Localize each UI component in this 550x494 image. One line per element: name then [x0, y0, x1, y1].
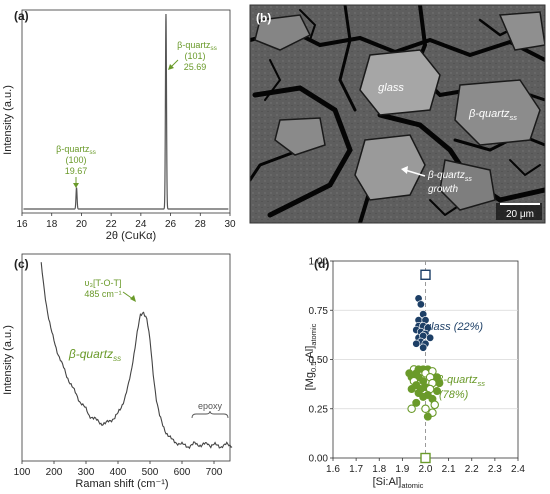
x-axis-label-c: Raman shift (cm⁻¹): [75, 478, 168, 490]
quartz-point: [421, 404, 430, 413]
plot-frame-c: [21, 253, 231, 462]
svg-text:485 cm⁻¹: 485 cm⁻¹: [84, 289, 121, 299]
panel-b-micrograph: (b) glass β-quartzss β-quartzss growth 2…: [249, 4, 546, 224]
quartz-label: β-quartzss: [468, 108, 517, 122]
panel-a: 16 18 20 22 24 26 28 30 (a) β-quartzss (101) 25…: [2, 9, 236, 242]
svg-text:β-quartzss: β-quartzss: [177, 40, 217, 52]
panel-label-d: (d): [314, 257, 329, 271]
panel-d: 0.00 0.25 0.50 0.75 1.00 1.6 1.7 1.8 1.9 2.0 2.1 2.…: [304, 257, 525, 491]
x-tick-label-c: 500: [142, 467, 159, 478]
glass-point: [412, 339, 421, 348]
glass-point: [419, 343, 428, 352]
y-tick-label-d: 0.00: [309, 454, 329, 465]
x-tick-label-d: 2.1: [442, 464, 456, 475]
x-tick-label-d: 1.6: [326, 464, 340, 475]
raman-axes: 100 200 300 400 500 600 700: [14, 253, 231, 478]
y-tick-label-d: 0.50: [309, 355, 329, 366]
svg-text:epoxy: epoxy: [198, 401, 223, 411]
scatter-axes: 0.00 0.25 0.50 0.75 1.00 1.6 1.7 1.8 1.9 2.0 2.1 2.…: [309, 257, 526, 476]
y-axis-label-a: Intensity (a.u.): [2, 85, 14, 155]
quartz-point: [423, 412, 432, 421]
x-tick-label-d: 1.8: [372, 464, 386, 475]
panel-c: 100 200 300 400 500 600 700 (c) υ₃[T-O-T] 485 …: [2, 253, 233, 490]
x-axis-label-a: 2θ (CuKα): [106, 230, 156, 242]
svg-text:25.69: 25.69: [184, 62, 207, 72]
quartz-grain-large: [454, 79, 541, 146]
quartz-point: [430, 400, 439, 410]
raman-peak-annotation: υ₃[T-O-T] 485 cm⁻¹: [84, 278, 136, 302]
x-tick-label-d: 1.7: [349, 464, 363, 475]
quartz-point: [419, 392, 428, 401]
x-tick-label-a: 26: [165, 219, 177, 230]
y-tick-label-d: 0.75: [309, 306, 329, 317]
raman-spectrum-line: [40, 262, 233, 450]
quartz-point: [407, 385, 416, 394]
svg-text:(100): (100): [65, 155, 86, 165]
y-tick-label-d: 0.25: [309, 404, 329, 415]
y-tick-label-d: 1.00: [309, 257, 329, 268]
x-tick-label-a: 16: [16, 219, 28, 230]
y-axis-label-d: [Mg0.5:Al]atomic: [304, 323, 318, 390]
quartz-point: [407, 404, 416, 413]
x-tick-label-a: 30: [224, 219, 236, 230]
x-tick-label-c: 100: [14, 467, 31, 478]
x-tick-label-a: 20: [76, 219, 88, 230]
nominal-composition-marker: [420, 269, 431, 280]
x-tick-label-c: 200: [46, 467, 63, 478]
glass-point: [426, 333, 435, 342]
x-tick-label-c: 700: [206, 467, 223, 478]
x-tick-label-d: 2.2: [465, 464, 479, 475]
panel-label-a: (a): [14, 9, 29, 23]
growth-annotation: β-quartzss growth: [401, 166, 472, 195]
svg-text:β-quartzss: β-quartzss: [436, 374, 485, 388]
grains: [254, 11, 545, 211]
nominal-composition-marker: [420, 452, 431, 464]
x-tick-label-a: 22: [106, 219, 118, 230]
glass-label: glass: [378, 82, 404, 94]
epoxy-annotation: epoxy: [191, 401, 229, 419]
x-tick-label-d: 2.0: [419, 464, 433, 475]
panel-label-b: (b): [256, 11, 271, 25]
quartz-legend-label: β-quartzss (78%): [436, 374, 485, 401]
svg-text:(78%): (78%): [439, 389, 469, 401]
svg-text:growth: growth: [428, 184, 458, 195]
svg-text:β-quartzss: β-quartzss: [427, 170, 472, 183]
x-tick-label-c: 300: [78, 467, 95, 478]
svg-text:(101): (101): [184, 51, 205, 61]
quartz-point: [412, 398, 421, 407]
xrd-axes: 16 18 20 22 24 26 28 30: [16, 9, 236, 230]
xrd-pattern-line: [23, 13, 229, 210]
quartz-point: [433, 387, 442, 396]
raman-phase-label: β-quartzss: [68, 347, 121, 363]
scatter-points: [405, 269, 444, 464]
panel-label-c: (c): [14, 257, 29, 271]
x-tick-label-c: 400: [110, 467, 127, 478]
x-tick-label-a: 18: [46, 219, 58, 230]
plot-frame-a: [21, 9, 231, 214]
x-tick-label-d: 2.3: [488, 464, 502, 475]
glass-grain: [359, 49, 441, 116]
x-tick-label-d: 2.4: [511, 464, 525, 475]
x-tick-label-d: 1.9: [395, 464, 409, 475]
x-tick-label-a: 28: [195, 219, 207, 230]
glass-legend-label: glass (22%): [425, 321, 483, 333]
scale-bar-label: 20 μm: [506, 209, 534, 220]
x-axis-label-d: [Si:Al]atomic: [373, 476, 424, 490]
peak-annotation-101: β-quartzss (101) 25.69: [168, 40, 218, 72]
y-axis-label-c: Intensity (a.u.): [2, 325, 14, 395]
x-tick-label-c: 600: [174, 467, 191, 478]
quartz-growth-grain: [354, 134, 426, 201]
svg-text:19.67: 19.67: [65, 166, 88, 176]
svg-text:υ₃[T-O-T]: υ₃[T-O-T]: [84, 278, 121, 288]
glass-point: [416, 300, 425, 309]
quartz-point: [435, 379, 444, 388]
x-tick-label-a: 24: [135, 219, 147, 230]
peak-annotation-100: β-quartzss (100) 19.67: [56, 144, 97, 188]
svg-text:β-quartzss: β-quartzss: [56, 144, 96, 156]
